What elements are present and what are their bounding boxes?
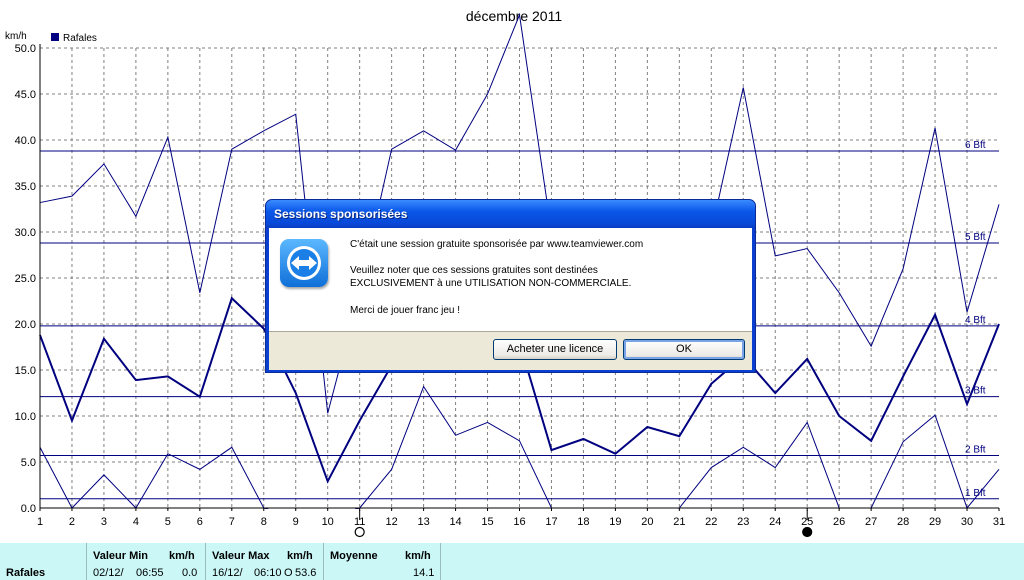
beaufort-label: 2 Bft <box>965 445 986 456</box>
sponsored-session-dialog: Sessions sponsorisées C'était une sessio… <box>265 199 756 373</box>
x-tick-label: 12 <box>386 516 398 528</box>
beaufort-label: 3 Bft <box>965 386 986 397</box>
statistics-bar: Valeur Min km/h Valeur Max km/h Moyenne … <box>0 543 1024 580</box>
filled-marker-icon <box>802 526 813 538</box>
stats-min-value: 0.0 <box>182 567 198 579</box>
y-tick-label: 5.0 <box>21 457 36 469</box>
stats-max-value: 53.6 <box>295 567 317 579</box>
stats-min-label: Valeur Min <box>93 550 149 562</box>
stats-separator <box>323 543 324 580</box>
beaufort-label: 6 Bft <box>965 140 986 151</box>
x-tick-label: 20 <box>641 516 653 528</box>
x-tick-label: 14 <box>449 516 461 528</box>
x-tick-label: 26 <box>833 516 845 528</box>
dialog-line-3: EXCLUSIVEMENT à une UTILISATION NON-COMM… <box>350 278 632 289</box>
y-tick-label: 20.0 <box>15 319 36 331</box>
lower-mask <box>0 509 1024 543</box>
x-tick-label: 23 <box>737 516 749 528</box>
x-tick-label: 22 <box>705 516 717 528</box>
stats-avg-value: 14.1 <box>413 567 435 579</box>
x-tick-label: 7 <box>229 516 235 528</box>
beaufort-label: 5 Bft <box>965 232 986 243</box>
dialog-message-area: C'était une session gratuite sponsorisée… <box>269 228 752 331</box>
y-tick-label: 40.0 <box>15 135 36 147</box>
x-tick-label: 15 <box>481 516 493 528</box>
dialog-client: C'était une session gratuite sponsorisée… <box>269 228 752 370</box>
x-tick-label: 4 <box>133 516 139 528</box>
stats-max-unit: km/h <box>287 550 313 562</box>
x-tick-label: 6 <box>197 516 203 528</box>
stats-max-time: 06:10 <box>254 567 282 579</box>
x-tick-label: 18 <box>577 516 589 528</box>
stats-max-date: 16/12/ <box>212 567 243 579</box>
y-axis-unit: km/h <box>5 31 27 42</box>
series-line-max <box>39 12 1000 414</box>
stats-separator <box>205 543 206 580</box>
tick-labels: 0.0 5.0 10.0 15.0 20.0 25.0 30.0 35.0 40.0 45.0 50… <box>15 43 1006 528</box>
x-tick-label: 5 <box>165 516 171 528</box>
x-tick-label: 28 <box>897 516 909 528</box>
dialog-titlebar[interactable]: Sessions sponsorisées <box>266 200 755 228</box>
beaufort-label: 1 Bft <box>965 488 986 499</box>
y-tick-label: 0.0 <box>21 503 36 515</box>
stats-row-label: Rafales <box>6 567 46 579</box>
legend-swatch <box>51 33 59 41</box>
x-tick-label: 11 <box>354 516 365 528</box>
stats-separator <box>440 543 441 580</box>
x-tick-label: 8 <box>261 516 267 528</box>
chart-title: décembre 2011 <box>466 8 562 24</box>
x-tick-label: 3 <box>101 516 107 528</box>
x-tick-label: 27 <box>865 516 877 528</box>
open-marker-icon <box>354 526 365 538</box>
dialog-line-2: Veuillez noter que ces sessions gratuite… <box>350 265 598 276</box>
stats-min-date: 02/12/ <box>93 567 124 579</box>
x-tick-label: 17 <box>545 516 557 528</box>
x-tick-label: 13 <box>417 516 429 528</box>
x-tick-label: 25 <box>801 516 813 528</box>
stats-max-label: Valeur Max <box>212 550 270 562</box>
y-tick-label: 25.0 <box>15 273 36 285</box>
x-tick-label: 10 <box>322 516 334 528</box>
x-tick-label: 29 <box>929 516 941 528</box>
x-tick-label: 16 <box>513 516 525 528</box>
stats-min-unit: km/h <box>169 550 195 562</box>
legend-label: Rafales <box>63 33 97 44</box>
dialog-title: Sessions sponsorisées <box>274 207 408 221</box>
x-tick-label: 9 <box>293 516 299 528</box>
y-tick-label: 30.0 <box>15 227 36 239</box>
y-tick-label: 35.0 <box>15 181 36 193</box>
beaufort-label: 4 Bft <box>965 315 986 326</box>
buy-license-button[interactable]: Acheter une licence <box>493 339 617 360</box>
dialog-divider <box>269 331 752 332</box>
axes <box>0 44 1024 543</box>
x-tick-label: 24 <box>769 516 781 528</box>
stats-avg-unit: km/h <box>405 550 431 562</box>
x-tick-label: 1 <box>37 516 43 528</box>
dialog-line-1: C'était une session gratuite sponsorisée… <box>350 239 644 250</box>
y-tick-label: 45.0 <box>15 89 36 101</box>
y-tick-label: 10.0 <box>15 411 36 423</box>
x-tick-label: 21 <box>673 516 685 528</box>
date-markers <box>354 510 813 538</box>
stats-max-extra: O <box>284 567 293 579</box>
x-tick-label: 2 <box>69 516 75 528</box>
stats-min-time: 06:55 <box>136 567 164 579</box>
x-tick-label: 30 <box>961 516 973 528</box>
dialog-line-4: Merci de jouer franc jeu ! <box>350 305 461 316</box>
y-tick-label: 50.0 <box>15 43 36 55</box>
ok-button[interactable]: OK <box>623 339 745 360</box>
x-tick-label: 31 <box>993 516 1005 528</box>
stats-separator <box>86 543 87 580</box>
teamviewer-logo-icon <box>280 239 328 287</box>
y-tick-label: 15.0 <box>15 365 36 377</box>
x-tick-label: 19 <box>609 516 621 528</box>
stats-avg-label: Moyenne <box>330 550 378 562</box>
